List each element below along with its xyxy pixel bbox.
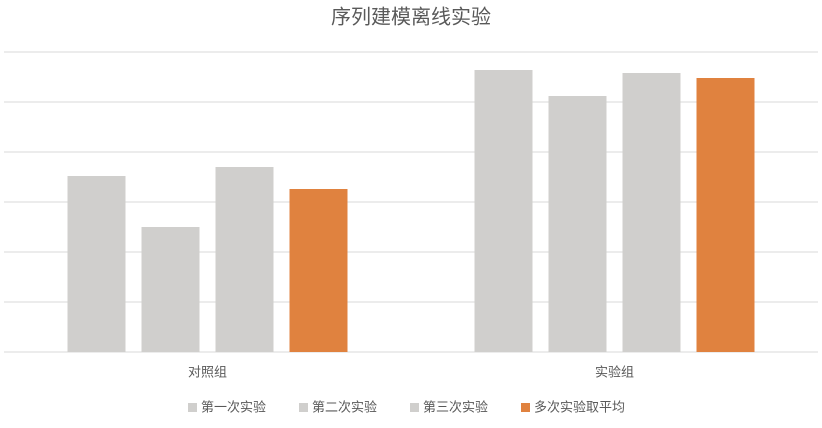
x-tick-label: 对照组 <box>188 366 227 381</box>
bar <box>67 176 126 352</box>
bar <box>622 73 681 352</box>
bar <box>215 167 274 352</box>
bar <box>289 189 348 352</box>
legend-swatch <box>188 403 197 412</box>
legend-label: 第三次实验 <box>423 400 488 416</box>
bar <box>548 96 607 352</box>
x-tick-label: 实验组 <box>595 365 634 381</box>
bar <box>141 227 200 352</box>
legend-label: 第二次实验 <box>312 400 377 416</box>
legend-label: 多次实验取平均 <box>534 400 625 416</box>
legend-swatch <box>410 403 419 412</box>
bar <box>696 78 755 352</box>
legend-label: 第一次实验 <box>201 400 266 416</box>
legend-swatch <box>521 403 530 412</box>
legend-swatch <box>299 403 308 412</box>
bar <box>474 70 533 352</box>
chart-title: 序列建模离线实验 <box>331 5 491 29</box>
